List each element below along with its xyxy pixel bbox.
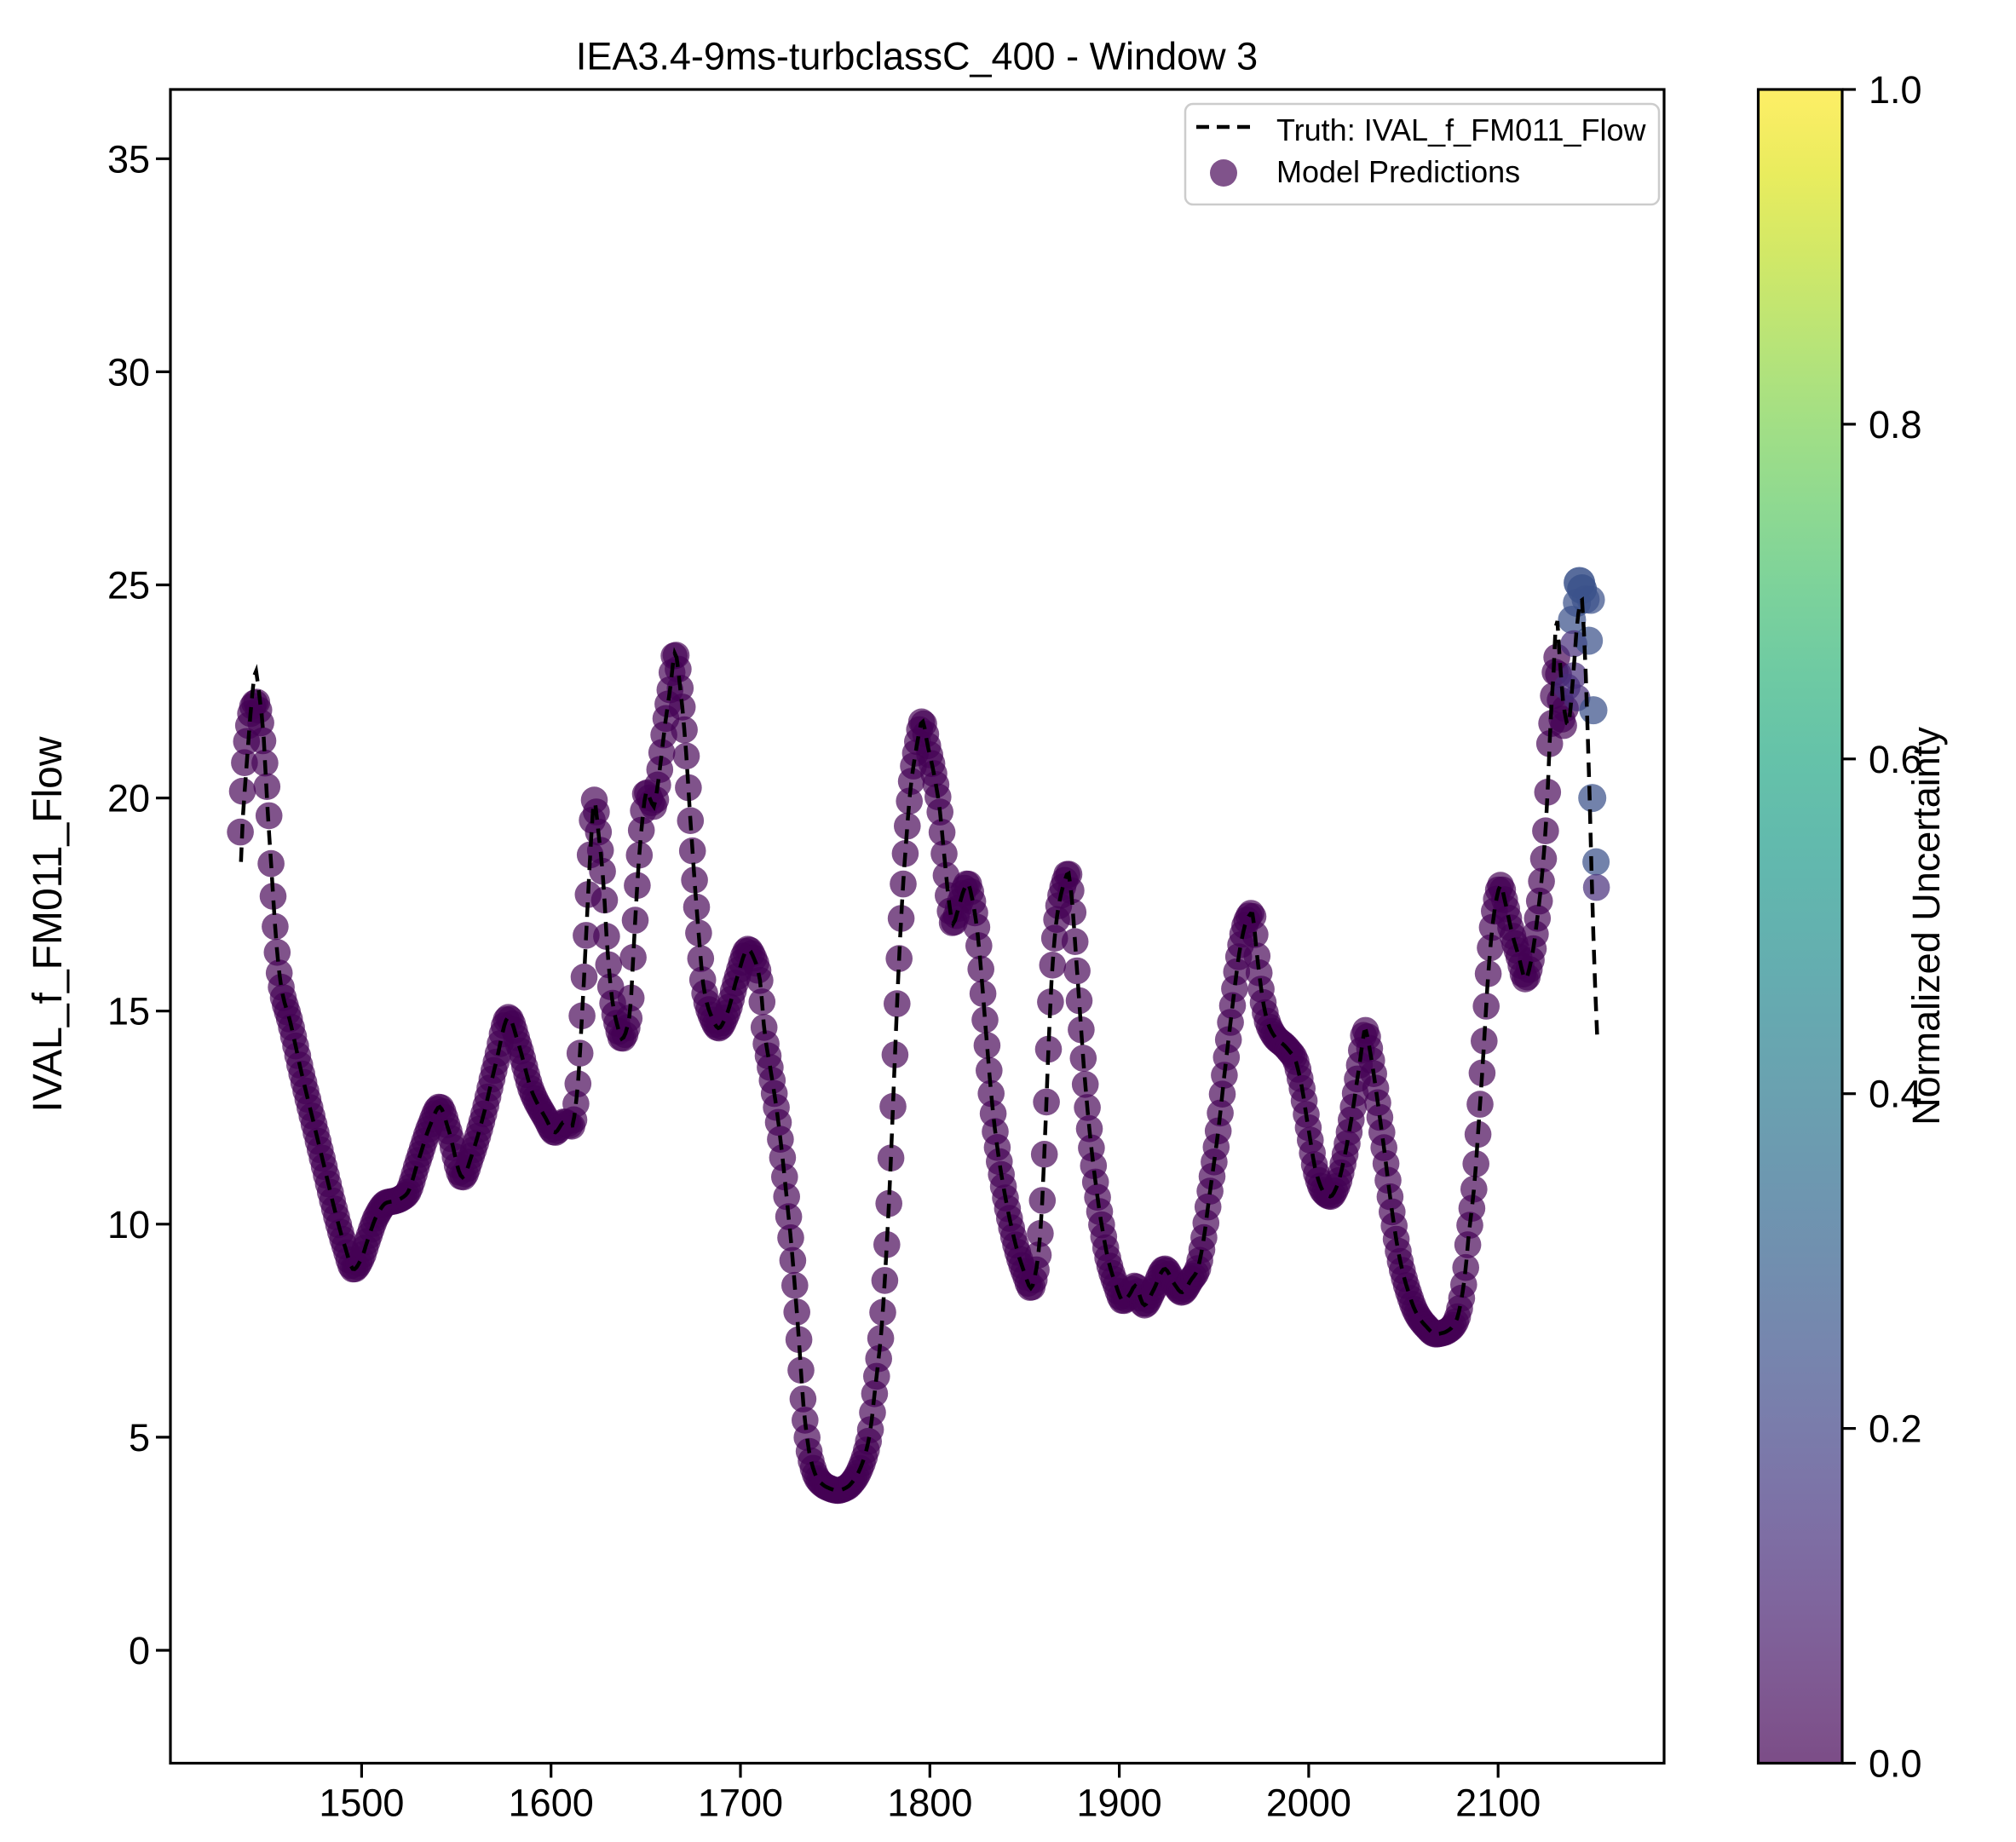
svg-text:20: 20 bbox=[107, 777, 150, 820]
svg-text:0: 0 bbox=[129, 1629, 150, 1672]
svg-text:Model Predictions: Model Predictions bbox=[1276, 154, 1520, 189]
svg-text:IEA3.4-9ms-turbclassC_400 - Wi: IEA3.4-9ms-turbclassC_400 - Window 3 bbox=[576, 35, 1258, 78]
svg-text:1900: 1900 bbox=[1077, 1782, 1162, 1825]
svg-text:1800: 1800 bbox=[887, 1782, 972, 1825]
svg-text:1500: 1500 bbox=[319, 1782, 404, 1825]
svg-text:Truth: IVAL_f_FM011_Flow: Truth: IVAL_f_FM011_Flow bbox=[1276, 112, 1647, 147]
svg-text:2000: 2000 bbox=[1266, 1782, 1351, 1825]
svg-text:35: 35 bbox=[107, 137, 150, 181]
svg-text:0.8: 0.8 bbox=[1869, 403, 1922, 446]
svg-text:0.6: 0.6 bbox=[1869, 738, 1922, 781]
svg-text:1600: 1600 bbox=[509, 1782, 594, 1825]
svg-text:1700: 1700 bbox=[698, 1782, 783, 1825]
svg-text:25: 25 bbox=[107, 564, 150, 607]
svg-text:Normalized Uncertainty: Normalized Uncertainty bbox=[1904, 727, 1948, 1125]
svg-text:30: 30 bbox=[107, 350, 150, 394]
svg-text:1.0: 1.0 bbox=[1869, 68, 1922, 112]
svg-text:0.4: 0.4 bbox=[1869, 1073, 1922, 1116]
svg-text:10: 10 bbox=[107, 1203, 150, 1246]
svg-text:0.2: 0.2 bbox=[1869, 1407, 1922, 1451]
svg-text:IVAL_f_FM011_Flow: IVAL_f_FM011_Flow bbox=[26, 736, 71, 1112]
svg-text:2100: 2100 bbox=[1455, 1782, 1541, 1825]
svg-text:15: 15 bbox=[107, 990, 150, 1033]
svg-text:0.0: 0.0 bbox=[1869, 1742, 1922, 1786]
svg-text:5: 5 bbox=[129, 1416, 150, 1459]
